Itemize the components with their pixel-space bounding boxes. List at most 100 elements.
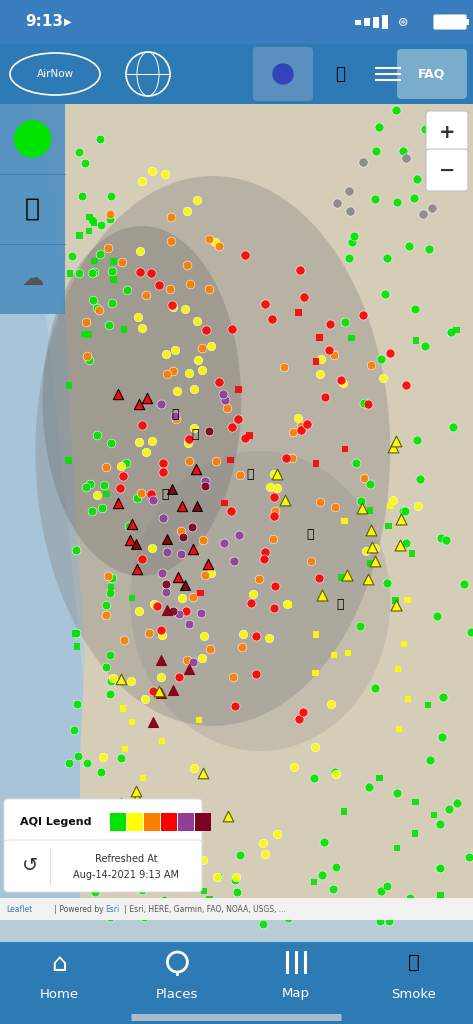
Point	[162, 584, 170, 600]
Point	[345, 182, 353, 199]
Point	[186, 275, 194, 292]
Point	[296, 261, 303, 278]
Point	[270, 508, 278, 524]
Point	[98, 500, 105, 516]
Point	[178, 818, 186, 835]
Point	[445, 154, 452, 170]
FancyBboxPatch shape	[0, 44, 473, 104]
Point	[296, 711, 303, 727]
Point	[177, 522, 184, 539]
Point	[186, 430, 193, 446]
Point	[383, 574, 390, 591]
Point	[392, 101, 400, 118]
Point	[108, 295, 116, 311]
Point	[73, 638, 81, 654]
Point	[364, 395, 371, 412]
Point	[425, 241, 433, 257]
Point	[125, 518, 132, 535]
Point	[367, 475, 374, 492]
Point	[247, 595, 255, 611]
Point	[173, 411, 180, 427]
Point	[150, 596, 158, 612]
Point	[223, 400, 230, 417]
Point	[107, 579, 115, 595]
Point	[158, 833, 165, 849]
Point	[212, 453, 219, 469]
Circle shape	[15, 121, 51, 157]
Text: 🔥: 🔥	[408, 952, 420, 972]
Point	[270, 488, 278, 505]
Point	[200, 883, 208, 899]
Point	[269, 310, 276, 327]
Point	[429, 200, 436, 216]
Point	[315, 569, 323, 586]
Point	[310, 904, 317, 921]
Point	[101, 477, 108, 494]
Point	[141, 690, 149, 707]
Point	[288, 451, 296, 467]
Point	[93, 299, 101, 315]
Point	[448, 170, 456, 186]
Point	[154, 598, 161, 614]
Point	[171, 342, 179, 358]
Point	[290, 759, 298, 775]
Point	[307, 553, 315, 569]
Point	[139, 173, 146, 189]
Point	[341, 440, 349, 457]
Point	[239, 626, 247, 642]
Point	[75, 265, 83, 282]
Point	[371, 553, 379, 569]
Point	[371, 191, 379, 208]
Point	[280, 358, 288, 375]
Point	[189, 589, 197, 605]
Text: Refreshed At: Refreshed At	[95, 854, 158, 864]
Text: +: +	[439, 123, 455, 141]
Point	[421, 121, 429, 137]
Point	[169, 603, 177, 620]
FancyBboxPatch shape	[127, 813, 143, 831]
Point	[437, 816, 444, 833]
Text: ⌂: ⌂	[51, 952, 67, 976]
Point	[437, 887, 445, 903]
Point	[82, 478, 89, 495]
Point	[201, 478, 209, 495]
Point	[229, 669, 236, 685]
Point	[162, 575, 170, 592]
Point	[368, 356, 375, 373]
FancyBboxPatch shape	[0, 104, 65, 314]
Point	[107, 188, 115, 205]
Point	[332, 859, 340, 876]
Point	[262, 846, 269, 862]
Point	[159, 464, 167, 480]
Point	[121, 632, 128, 648]
Point	[285, 597, 293, 613]
Point	[89, 292, 97, 308]
Point	[320, 834, 328, 850]
Point	[273, 826, 281, 843]
Point	[274, 895, 282, 911]
Point	[157, 652, 165, 669]
Point	[412, 825, 419, 842]
Point	[262, 544, 269, 560]
Point	[236, 847, 244, 863]
Point	[394, 660, 402, 677]
Point	[327, 696, 335, 713]
Point	[194, 351, 201, 368]
Point	[169, 682, 176, 698]
Point	[88, 265, 96, 282]
Point	[158, 733, 166, 750]
Point	[408, 546, 416, 562]
Point	[426, 753, 434, 769]
Point	[128, 590, 136, 606]
Point	[270, 599, 277, 615]
Text: 🔥: 🔥	[246, 468, 254, 480]
Point	[317, 350, 325, 367]
Point	[149, 714, 157, 730]
Point	[468, 894, 473, 910]
FancyBboxPatch shape	[4, 840, 202, 892]
Point	[220, 495, 228, 511]
Point	[348, 330, 355, 346]
Point	[155, 682, 163, 698]
Point	[413, 170, 420, 186]
Point	[103, 485, 110, 502]
